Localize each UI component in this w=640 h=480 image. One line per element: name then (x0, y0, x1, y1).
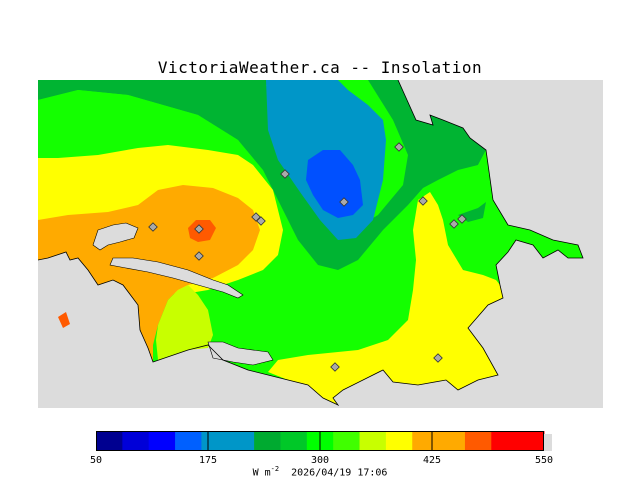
station-marker (148, 222, 158, 232)
scale-segment (254, 431, 281, 451)
scale-tick-550: 550 (534, 455, 554, 466)
scale-segment (385, 431, 413, 451)
scale-segment (175, 431, 202, 451)
color-scale-bar (96, 431, 552, 451)
contour-bands (38, 80, 583, 405)
scale-segment (464, 431, 492, 451)
band-blue (306, 150, 363, 218)
page-title: VictoriaWeather.ca -- Insolation (157, 58, 483, 77)
band-red-orange-west (58, 312, 70, 328)
scale-segment (359, 431, 387, 451)
timestamp: 2026/04/19 17:06 (291, 467, 388, 479)
scale-segment (122, 431, 150, 451)
scale-segment (280, 431, 308, 451)
station-marker (194, 251, 204, 261)
scale-tick-300: 300 (310, 455, 330, 466)
scale-shadow (544, 434, 552, 451)
station-marker (394, 142, 404, 152)
band-red-orange (188, 220, 216, 242)
scale-segment (333, 431, 361, 451)
station-marker (433, 353, 443, 363)
station-marker (280, 169, 290, 179)
coastline (38, 80, 584, 407)
insolation-map (38, 80, 603, 408)
scale-segment (412, 431, 440, 451)
scale-segment (148, 431, 176, 451)
inlet-channel (109, 257, 244, 299)
scale-segment (201, 431, 229, 451)
scale-segment (517, 431, 545, 451)
station-marker (339, 197, 349, 207)
scale-tick-175: 175 (198, 455, 218, 466)
unit-text: W m (252, 467, 271, 479)
scale-segment (96, 431, 123, 451)
station-marker (449, 219, 459, 229)
station-marker (256, 216, 266, 226)
scale-tick-50: 50 (89, 455, 103, 466)
station-markers (148, 142, 467, 372)
band-green-east (463, 150, 583, 265)
band-yellow-south (268, 192, 503, 405)
scale-segment (227, 431, 255, 451)
band-yellow-green (156, 285, 213, 360)
scale-segment (491, 431, 519, 451)
station-marker (194, 224, 204, 234)
inlet-south (207, 341, 274, 366)
station-marker (418, 196, 428, 206)
scale-tick-425: 425 (422, 455, 442, 466)
station-marker (330, 362, 340, 372)
water-features (92, 222, 274, 366)
scale-segment (438, 431, 466, 451)
units-label: W m-2 2026/04/19 17:06 (0, 465, 640, 478)
inlet-west (92, 222, 139, 251)
station-marker (457, 214, 467, 224)
unit-exponent: -2 (270, 465, 280, 473)
band-green-west (38, 90, 253, 160)
band-dark-green-east (458, 202, 486, 222)
